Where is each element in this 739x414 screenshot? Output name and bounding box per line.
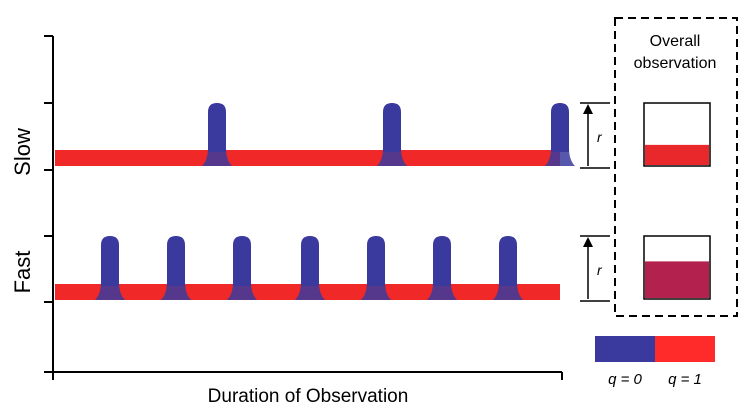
row-label-fast: Fast [10,251,35,294]
legend-q1-swatch [655,336,715,362]
slow-spike-base [202,148,232,166]
fast-spike-base [95,282,125,300]
slow-spike [551,103,569,152]
fast-spike-base [295,282,325,300]
fast-spikes [95,236,523,300]
fast-spike-base [427,282,457,300]
overall-title-line1: Overall [650,33,701,50]
slow-spike [383,103,401,152]
row-label-slow: Slow [10,128,35,176]
legend-q0-swatch [595,336,655,362]
fast-rate-bracket: r [580,235,610,302]
fast-overall-fill [645,261,709,298]
slow-baseline [55,150,560,166]
slow-spike [208,103,226,152]
slow-spike-base [377,148,407,166]
overall-title-line2: observation [634,55,717,72]
fast-spike [167,236,185,286]
slow-spike-base [545,148,575,166]
fast-spike-base [493,282,523,300]
overall-observation-box [614,17,738,317]
fast-spike [101,236,119,286]
x-axis-label: Duration of Observation [208,386,409,407]
slow-rate-label: r [597,129,603,145]
fast-spike [233,236,251,286]
slow-rate-bracket: r [580,102,610,169]
fast-spike [301,236,319,286]
legend-q0-label: q = 0 [608,371,642,388]
legend-q1-label: q = 1 [668,371,702,388]
fast-spike [433,236,451,286]
fast-spike [367,236,385,286]
fast-spike-base [361,282,391,300]
slow-overall-fill [645,144,709,165]
fast-spike-base [227,282,257,300]
fast-spike [499,236,517,286]
slow-spikes [202,103,575,166]
fast-rate-label: r [597,262,603,278]
fast-spike-base [161,282,191,300]
